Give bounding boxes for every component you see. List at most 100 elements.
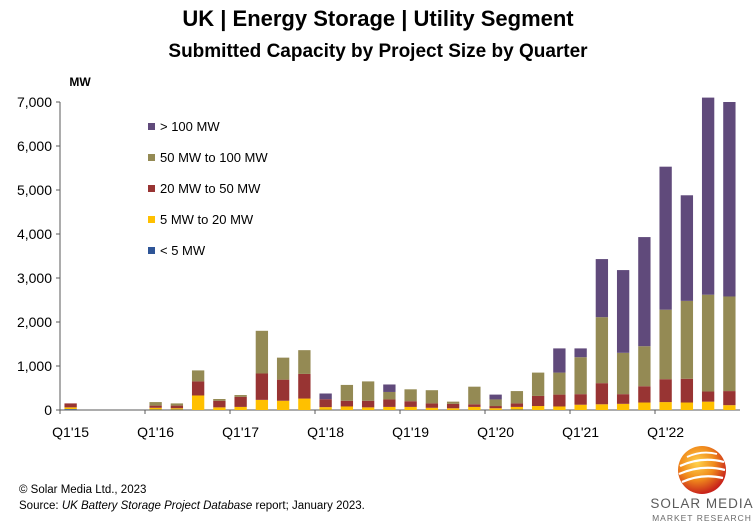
bar-segment: Q1'15 — < 5 MW: 20 MW xyxy=(64,409,77,410)
bar-segment: Q4'22 — > 100 MW: 4420 MW xyxy=(723,102,736,297)
bar-segment: Q3'19 — 50 MW to 100 MW: 50 MW xyxy=(446,401,460,404)
bar-segment: Q3'16 — 5 MW to 20 MW: 330 MW xyxy=(191,395,205,410)
bar-segment: Q3'18 — 50 MW to 100 MW: 440 MW xyxy=(361,381,375,401)
x-tick-label: Q1'16 xyxy=(137,424,174,440)
bar-segment: Q4'17 — 20 MW to 50 MW: 560 MW xyxy=(298,373,311,399)
legend-label: 50 MW to 100 MW xyxy=(160,150,268,165)
bar-segment: Q1'18 — 20 MW to 50 MW: 180 MW xyxy=(319,399,332,408)
bar-segment: Q1'19 — 20 MW to 50 MW: 130 MW xyxy=(404,401,417,407)
bar-segment: Q1'19 — 5 MW to 20 MW: 70 MW xyxy=(404,406,417,410)
bar-segment: Q1'22 — 20 MW to 50 MW: 520 MW xyxy=(659,379,672,403)
bar-segment: Q1'21 — > 100 MW: 200 MW xyxy=(574,348,587,358)
bar-segment: Q3'21 — 50 MW to 100 MW: 940 MW xyxy=(616,352,630,395)
bar-segment: Q2'19 — 50 MW to 100 MW: 300 MW xyxy=(425,390,439,404)
bar-segment: Q1'17 — 20 MW to 50 MW: 230 MW xyxy=(234,396,247,407)
bar-segment: Q3'17 — 20 MW to 50 MW: 480 MW xyxy=(276,379,290,401)
bar-segment: Q4'16 — 5 MW to 20 MW: 60 MW xyxy=(213,407,226,410)
bar-segment: Q4'21 — 5 MW to 20 MW: 170 MW xyxy=(638,402,651,410)
bar-segment: Q1'19 — 50 MW to 100 MW: 270 MW xyxy=(404,389,417,402)
bar-segment: Q1'18 — 5 MW to 20 MW: 60 MW xyxy=(319,407,332,410)
bar-segment: Q2'17 — 20 MW to 50 MW: 600 MW xyxy=(255,373,269,400)
footer-copyright: © Solar Media Ltd., 2023 xyxy=(19,484,147,496)
bar-segment: Q3'17 — 5 MW to 20 MW: 210 MW xyxy=(276,400,290,410)
bar-segment: Q4'20 — 20 MW to 50 MW: 270 MW xyxy=(553,394,566,407)
bar-segment: Q1'17 — 50 MW to 100 MW: 40 MW xyxy=(234,395,247,397)
bar-segment: Q2'21 — > 100 MW: 1320 MW xyxy=(595,259,609,318)
bar-segment: Q4'18 — 50 MW to 100 MW: 170 MW xyxy=(383,391,396,400)
x-tick-label: Q1'19 xyxy=(392,424,429,440)
bar-segment: Q4'20 — > 100 MW: 550 MW xyxy=(553,348,566,373)
bar-segment: Q2'17 — 50 MW to 100 MW: 970 MW xyxy=(255,330,269,374)
bar-segment: Q1'16 — 5 MW to 20 MW: 40 MW xyxy=(149,407,162,410)
legend-label: 20 MW to 50 MW xyxy=(160,181,261,196)
bar-segment: Q4'16 — 50 MW to 100 MW: 40 MW xyxy=(213,399,226,401)
bar-segment: Q4'22 — 5 MW to 20 MW: 110 MW xyxy=(723,405,736,410)
bar-segment: Q2'20 — 20 MW to 50 MW: 80 MW xyxy=(510,403,524,407)
bar-segment: Q1'21 — 50 MW to 100 MW: 840 MW xyxy=(574,357,587,395)
bar-segment: Q4'20 — 50 MW to 100 MW: 500 MW xyxy=(553,372,566,395)
y-tick-label: 1,000 xyxy=(17,358,52,374)
bar-segment: Q3'21 — > 100 MW: 1880 MW xyxy=(616,270,630,353)
legend-swatch xyxy=(148,154,155,161)
y-tick-label: 0 xyxy=(44,402,52,418)
bar-segment: Q3'21 — 5 MW to 20 MW: 140 MW xyxy=(616,403,630,410)
bar-segment: Q2'20 — 5 MW to 20 MW: 60 MW xyxy=(510,406,524,410)
bar-segment: Q2'22 — 5 MW to 20 MW: 170 MW xyxy=(680,402,694,410)
y-tick-label: 4,000 xyxy=(17,226,52,242)
legend-swatch xyxy=(148,185,155,192)
y-tick-label: 7,000 xyxy=(17,94,52,110)
x-tick-label: Q1'20 xyxy=(477,424,514,440)
bar-segment: Q2'22 — 20 MW to 50 MW: 540 MW xyxy=(680,378,694,403)
legend-label: 5 MW to 20 MW xyxy=(160,212,254,227)
bar-segment: Q2'18 — 50 MW to 100 MW: 360 MW xyxy=(340,384,354,401)
bar-segment: Q2'20 — 50 MW to 100 MW: 280 MW xyxy=(510,391,524,404)
source-suffix: report; January 2023. xyxy=(252,500,365,512)
bar-segment: Q1'20 — 20 MW to 50 MW: 50 MW xyxy=(489,406,502,409)
legend-swatch xyxy=(148,247,155,254)
bar-segment: Q2'21 — 5 MW to 20 MW: 130 MW xyxy=(595,404,609,410)
bar-segment: Q2'22 — 50 MW to 100 MW: 1770 MW xyxy=(680,300,694,379)
bar-segment: Q3'21 — 20 MW to 50 MW: 220 MW xyxy=(616,394,630,404)
bar-segment: Q3'17 — 50 MW to 100 MW: 500 MW xyxy=(276,357,290,380)
bar-segment: Q2'22 — > 100 MW: 2400 MW xyxy=(680,195,694,301)
logo-subtitle: MARKET RESEARCH xyxy=(652,513,752,523)
legend-label: < 5 MW xyxy=(160,243,206,258)
x-tick-label: Q1'15 xyxy=(52,424,89,440)
bar-segment: Q2'21 — 50 MW to 100 MW: 1500 MW xyxy=(595,317,609,384)
x-tick-label: Q1'17 xyxy=(222,424,259,440)
source-prefix: Source: xyxy=(19,500,62,512)
chart-title: UK | Energy Storage | Utility Segment xyxy=(182,6,574,31)
bar-segment: Q4'17 — 5 MW to 20 MW: 260 MW xyxy=(298,398,311,410)
bar-segment: Q1'17 — 5 MW to 20 MW: 70 MW xyxy=(234,406,247,410)
bar-segment: Q4'22 — 50 MW to 100 MW: 2150 MW xyxy=(723,296,736,392)
y-tick-label: 5,000 xyxy=(17,182,52,198)
footer-source: Source: UK Battery Storage Project Datab… xyxy=(19,500,365,512)
bar-segment: Q1'20 — 5 MW to 20 MW: 40 MW xyxy=(489,408,502,410)
bar-segment: Q2'21 — 20 MW to 50 MW: 480 MW xyxy=(595,383,609,405)
y-tick-label: 2,000 xyxy=(17,314,52,330)
bar-segment: Q1'22 — 5 MW to 20 MW: 180 MW xyxy=(659,402,672,410)
bar-segment: Q3'16 — 50 MW to 100 MW: 250 MW xyxy=(191,370,205,382)
bar-segment: Q2'18 — 20 MW to 50 MW: 130 MW xyxy=(340,400,354,407)
bar-segment: Q1'20 — > 100 MW: 110 MW xyxy=(489,394,502,400)
bar-segment: Q4'21 — 50 MW to 100 MW: 910 MW xyxy=(638,346,651,387)
bar-segment: Q3'20 — 20 MW to 50 MW: 230 MW xyxy=(531,395,545,407)
x-tick-label: Q1'22 xyxy=(647,424,684,440)
chart-axes: 0 1,000 2,000 3,000 4,000 5,000 6,000 7,000 MW Q1… xyxy=(17,75,740,440)
bar-segment: Q1'16 — 20 MW to 50 MW: 50 MW xyxy=(149,405,162,408)
legend-swatch xyxy=(148,216,155,223)
bar-segment: Q2'17 — 5 MW to 20 MW: 230 MW xyxy=(255,399,269,410)
sun-logo-icon xyxy=(678,446,726,494)
legend-swatch xyxy=(148,123,155,130)
bar-segment: Q3'18 — 20 MW to 50 MW: 150 MW xyxy=(361,400,375,408)
bar-segment: Q4'20 — 5 MW to 20 MW: 80 MW xyxy=(553,406,566,410)
bar-segment: Q4'16 — 20 MW to 50 MW: 150 MW xyxy=(213,400,226,408)
bar-segment: Q1'18 — > 100 MW: 130 MW xyxy=(319,393,332,400)
bar-segment: Q4'22 — 20 MW to 50 MW: 320 MW xyxy=(723,391,736,406)
bar-segment: Q3'19 — 5 MW to 20 MW: 40 MW xyxy=(446,408,460,410)
y-axis-label: MW xyxy=(69,75,91,89)
bar-segment: Q2'16 — 5 MW to 20 MW: 30 MW xyxy=(170,408,184,410)
bar-segment: Q4'19 — 20 MW to 50 MW: 60 MW xyxy=(468,404,481,407)
